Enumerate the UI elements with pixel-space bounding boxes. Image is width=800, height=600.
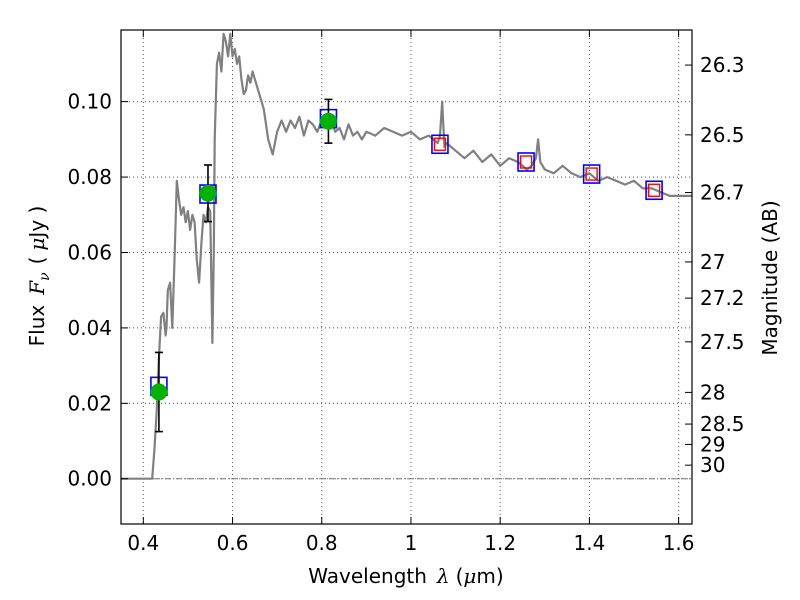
observed-flux-box: [519, 155, 533, 169]
y-axis-label: FluxFν(μJy ): [25, 206, 53, 347]
photometry-point: [150, 383, 168, 401]
plot-area: [121, 32, 692, 480]
model-flux-box: [645, 180, 663, 201]
right-tick-label: 26.7: [700, 181, 745, 205]
y-tick-label: 0.04: [67, 316, 112, 340]
plot-frame: [120, 29, 693, 525]
photometry-point: [199, 184, 217, 202]
x-tick-label: 0.4: [127, 531, 159, 555]
right-tick-label: 30: [700, 453, 725, 477]
observed-flux-box: [433, 137, 447, 151]
right-tick-label: 26.5: [700, 123, 745, 147]
right-tick-label: 28.5: [700, 412, 745, 436]
y-tick-label: 0.08: [67, 165, 112, 189]
right-tick-label: 26.3: [700, 53, 745, 77]
y-tick-label: 0.00: [67, 467, 112, 491]
x-tick-label: 1.6: [663, 531, 695, 555]
x-tick-label: 1.2: [484, 531, 516, 555]
right-axis-label: Magnitude (AB): [758, 200, 782, 355]
model-flux-box: [517, 152, 535, 172]
observed-flux-box: [585, 167, 598, 181]
right-tick-label: 27.5: [700, 330, 745, 354]
x-tick-label: 0.8: [306, 531, 338, 555]
x-tick-label: 1.4: [573, 531, 605, 555]
x-axis-label: Wavelength λ (μm): [308, 564, 503, 588]
right-tick-label: 29: [700, 432, 725, 456]
model-flux-box: [431, 134, 449, 155]
grid: [121, 30, 692, 524]
x-tick-label: 1: [405, 531, 418, 555]
observed-flux-box: [647, 183, 661, 197]
photometry-point: [319, 112, 337, 130]
right-tick-label: 27.2: [700, 286, 745, 310]
y-tick-label: 0.10: [67, 90, 112, 114]
axis-ticks: 0.4 0.6 0.8 1 1.2 1.4 1.6 0.00 0.02 0.04 0.06 0.08 0…: [67, 30, 745, 555]
right-tick-label: 27: [700, 250, 725, 274]
spectrum-line: [121, 32, 692, 480]
model-flux-box: [582, 164, 601, 184]
axes-frame: [120, 29, 693, 525]
x-tick-label: 0.6: [217, 531, 249, 555]
y-tick-label: 0.02: [67, 391, 112, 415]
right-tick-label: 28: [700, 380, 725, 404]
y-tick-label: 0.06: [67, 240, 112, 264]
